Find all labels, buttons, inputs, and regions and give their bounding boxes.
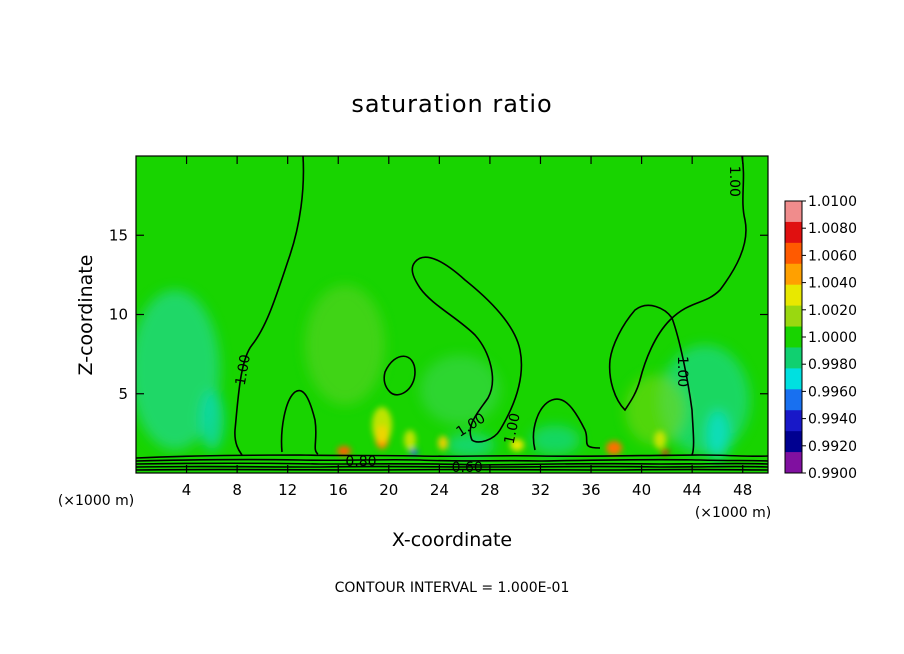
- contour-interval-note: CONTOUR INTERVAL = 1.000E-01: [335, 580, 570, 596]
- colorbar-swatch: [785, 326, 802, 348]
- colorbar-label: 0.9940: [808, 412, 857, 428]
- cyan-patch: [200, 390, 224, 450]
- x-tick-label: 44: [683, 481, 702, 499]
- contour-1.00-mid-cell: [532, 398, 601, 451]
- contour-label: 0.80: [345, 454, 376, 470]
- colorbar-label: 0.9920: [808, 439, 857, 455]
- colorbar-swatch: [785, 263, 802, 286]
- y-tick-label: 5: [118, 385, 128, 403]
- colorbar-label: 0.9960: [808, 384, 857, 400]
- colorbar-swatch: [785, 305, 802, 328]
- contour-surface-3: [136, 462, 768, 466]
- contour-label: 1.00: [233, 353, 254, 386]
- colorbar-swatch: [785, 410, 802, 432]
- colorbar-swatch: [785, 389, 802, 411]
- contour-surface-1: [136, 454, 768, 459]
- colorbar-swatch: [785, 221, 802, 244]
- cyan-patch: [530, 425, 580, 455]
- contour-label: 1.00: [726, 166, 742, 197]
- contour-label: 1.00: [502, 412, 524, 446]
- colorbar-label: 0.9980: [808, 357, 857, 373]
- x-tick-label: 48: [733, 481, 752, 499]
- yellow-spot: [654, 431, 666, 449]
- x-axis-unit-right: (×1000 m): [695, 505, 771, 521]
- colorbar-label: 1.0100: [808, 194, 857, 210]
- contour-lines: [136, 156, 768, 471]
- yellow-spot: [438, 436, 448, 450]
- contour-label: 0.60: [452, 460, 483, 476]
- x-axis: 4 8 12 16 20 24 28 32 36 40 44 48: [182, 156, 752, 499]
- cyan-patch: [706, 410, 730, 460]
- x-tick-label: 36: [581, 481, 600, 499]
- cyan-patch: [136, 290, 220, 450]
- field-hotspots: [337, 407, 669, 456]
- colorbar-label: 0.9900: [808, 466, 857, 482]
- colorbar-swatch: [785, 452, 802, 474]
- y-axis-label: Z-coordinate: [75, 255, 97, 376]
- colorbar-label: 1.0000: [808, 330, 857, 346]
- x-tick-label: 28: [480, 481, 499, 499]
- x-tick-label: 8: [232, 481, 242, 499]
- colorbar: 1.0100 1.0080 1.0060 1.0040 1.0020 1.0000 0.99…: [784, 194, 857, 482]
- field-shading: [136, 285, 750, 460]
- y-axis: 5 10 15: [109, 226, 768, 403]
- contour-1.00-left: [234, 156, 305, 456]
- colorbar-swatch: [785, 284, 802, 307]
- contour-surface-2: [136, 458, 768, 462]
- colorbar-label: 1.0060: [808, 248, 857, 264]
- colorbar-swatch: [785, 347, 802, 369]
- colorbar-swatch: [785, 431, 802, 453]
- contour-label: 1.00: [674, 356, 690, 387]
- x-tick-label: 20: [379, 481, 398, 499]
- red-spot: [661, 449, 669, 455]
- y-tick-label: 15: [109, 226, 128, 244]
- chart-title: saturation ratio: [351, 90, 552, 118]
- cyan-patch: [445, 433, 495, 457]
- yellow-spot: [404, 430, 416, 450]
- y-tick-label: 10: [109, 306, 128, 324]
- x-tick-label: 32: [531, 481, 550, 499]
- colorbar-swatch: [785, 242, 802, 265]
- contour-1.00-right: [608, 156, 747, 456]
- colorbar-label: 1.0020: [808, 303, 857, 319]
- colorbar-label: 1.0040: [808, 276, 857, 292]
- contour-1.00-small-cell: [383, 355, 416, 396]
- orange-spot: [337, 446, 351, 456]
- yellow-spot: [372, 407, 392, 443]
- x-tick-label: 40: [632, 481, 651, 499]
- light-green-patch: [420, 355, 500, 425]
- x-tick-label: 16: [329, 481, 348, 499]
- contour-1.00-tall-cell: [411, 256, 523, 443]
- x-tick-label: 4: [182, 481, 192, 499]
- colorbar-swatch: [785, 368, 802, 390]
- light-green-patch: [625, 375, 685, 445]
- x-axis-label: X-coordinate: [392, 529, 512, 551]
- blue-spot: [410, 449, 418, 455]
- contour-1.00-left-lobe: [280, 389, 319, 455]
- orange-spot: [606, 441, 622, 455]
- light-green-patch: [305, 285, 385, 405]
- colorbar-label: 1.0080: [808, 221, 857, 237]
- colorbar-swatch: [785, 201, 802, 223]
- yellow-spot: [510, 439, 524, 451]
- x-tick-label: 12: [278, 481, 297, 499]
- plot-area: 1.001.00 1.001.001.000.80 0.60: [136, 156, 768, 476]
- x-tick-label: 24: [430, 481, 449, 499]
- x-axis-unit-left: (×1000 m): [58, 493, 134, 509]
